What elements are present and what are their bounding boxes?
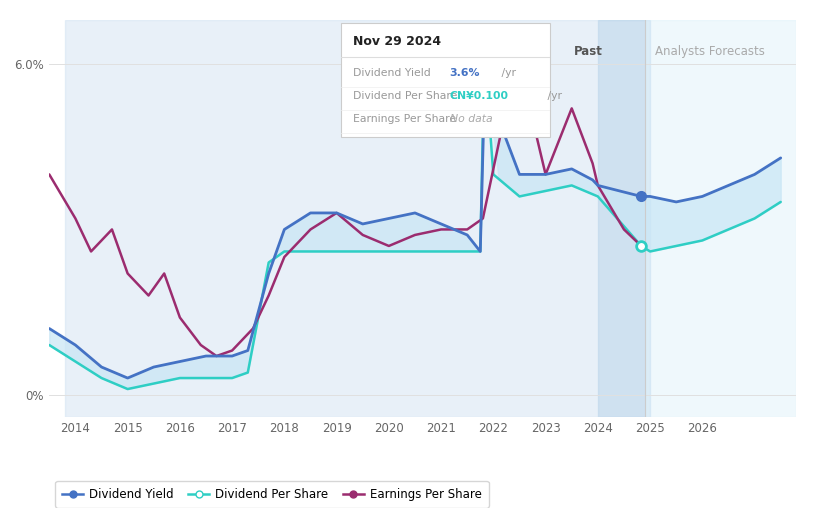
Bar [65, 20, 644, 417]
Text: /yr: /yr [498, 68, 516, 78]
Bar [598, 20, 650, 417]
Text: 3.6%: 3.6% [450, 68, 480, 78]
Text: Nov 29 2024: Nov 29 2024 [353, 35, 442, 48]
Text: Analysts Forecasts: Analysts Forecasts [655, 45, 765, 58]
Text: Dividend Per Share: Dividend Per Share [353, 91, 457, 101]
FancyBboxPatch shape [341, 23, 550, 137]
Text: Past: Past [574, 45, 603, 58]
Text: CN¥0.100: CN¥0.100 [450, 91, 508, 101]
Text: Earnings Per Share: Earnings Per Share [353, 114, 456, 124]
Text: Dividend Yield: Dividend Yield [353, 68, 431, 78]
Bar [644, 20, 796, 417]
Text: /yr: /yr [544, 91, 562, 101]
Legend: Dividend Yield, Dividend Per Share, Earnings Per Share: Dividend Yield, Dividend Per Share, Earn… [55, 481, 488, 507]
Text: No data: No data [450, 114, 493, 124]
